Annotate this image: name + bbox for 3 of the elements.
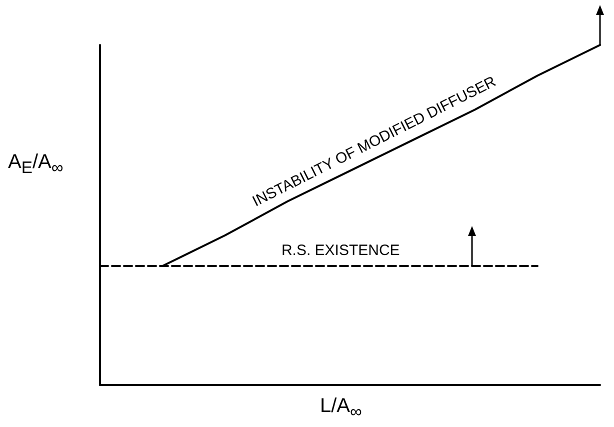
x-axis-title: L/A$_{∞}$ — [320, 394, 362, 422]
y-axis-title: A$_{E}$/A$_{∞}$ — [8, 150, 64, 178]
series-label: R.S. EXISTENCE — [281, 242, 400, 259]
